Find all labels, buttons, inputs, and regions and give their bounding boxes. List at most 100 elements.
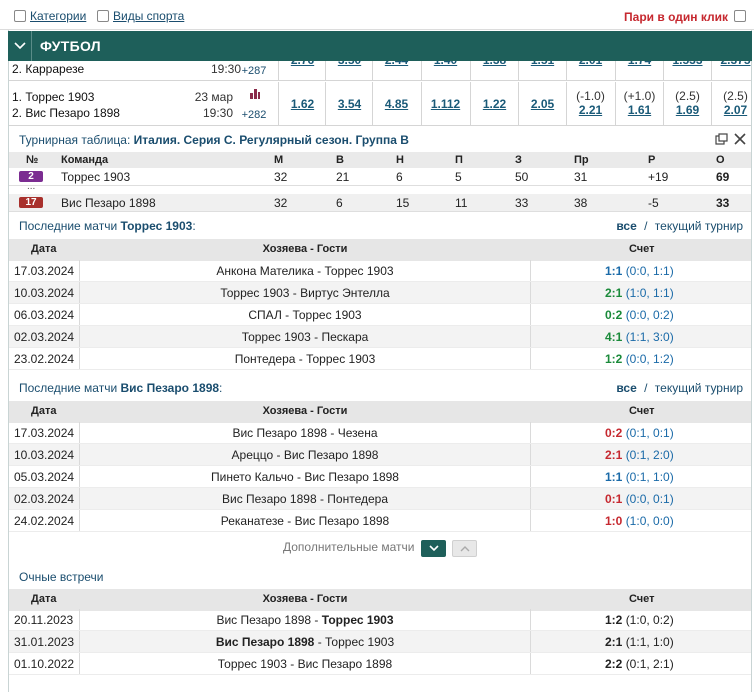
categories-filter[interactable]: Категории <box>14 9 86 23</box>
popout-icon[interactable] <box>715 133 728 145</box>
h2h-row[interactable]: 01.10.2022 Торрес 1903 - Вис Пезаро 1898 2… <box>9 653 751 675</box>
match-score: 2:1 <box>605 635 623 649</box>
odds-value[interactable]: 3.50 <box>338 61 361 67</box>
odds-cell[interactable]: (2.5) 2.07 <box>712 90 754 118</box>
match-row[interactable]: 17.03.2024 Анкона Мателика - Торрес 1903 1… <box>9 260 751 282</box>
odds-value[interactable]: 1.112 <box>430 97 461 111</box>
odds-cell[interactable]: 1.112 <box>422 97 469 111</box>
stat-gf: 50 <box>515 169 529 184</box>
expand-more-button[interactable] <box>421 540 446 557</box>
odds-value[interactable]: 1.61 <box>627 103 652 117</box>
odds-cell[interactable]: 2.375 <box>712 61 751 67</box>
match-row[interactable]: 05.03.2024 Пинето Кальчо - Вис Пезаро 189… <box>9 466 751 488</box>
more-markets-link[interactable]: +282 <box>241 109 267 121</box>
one-click-label[interactable]: Пари в один клик <box>624 10 728 24</box>
match-row[interactable]: 23.02.2024 Понтедера - Торрес 1903 1:2 (0:… <box>9 348 751 370</box>
column-divider <box>79 326 80 347</box>
match-teams: Вис Пезаро 1898 - Чезена <box>232 426 378 440</box>
match-row[interactable]: 02.03.2024 Вис Пезаро 1898 - Понтедера 0:1… <box>9 488 751 510</box>
filter-current-link[interactable]: текущий турнир <box>654 219 743 233</box>
odds-value[interactable]: 2.375 <box>720 61 750 67</box>
odds-cell[interactable]: 2.05 <box>519 97 566 111</box>
odds-value[interactable]: 1.74 <box>628 61 651 67</box>
stat-diff: -5 <box>648 195 659 210</box>
odds-value[interactable]: 1.69 <box>675 103 700 117</box>
odds-cell[interactable]: 2.01 <box>567 61 614 67</box>
match-score-cell: 2:2 (0:1, 2:1) <box>605 657 674 671</box>
h2h-row[interactable]: 20.11.2023 Вис Пезаро 1898 - Торрес 1903 1… <box>9 609 751 631</box>
statistics-icon[interactable] <box>249 88 261 100</box>
categories-checkbox[interactable] <box>14 10 26 22</box>
collapse-button[interactable] <box>452 540 477 557</box>
odds-separator <box>663 82 664 125</box>
h2h-row[interactable]: 31.01.2023 Вис Пезаро 1898 - Торрес 1903 2… <box>9 631 751 653</box>
odds-cell[interactable]: 1.533 <box>664 61 711 67</box>
odds-value[interactable]: 2.21 <box>578 103 603 117</box>
col-match: Хозяева - Гости <box>262 593 348 605</box>
odds-cell[interactable]: 1.62 <box>279 97 326 111</box>
standings-row: 2 Торрес 1903 32 21 6 5 50 31 +19 69 <box>9 168 751 186</box>
odds-separator <box>278 82 279 125</box>
match-teams: Торрес 1903 - Пескара <box>241 330 369 344</box>
col-team: Команда <box>61 154 109 166</box>
odds-value[interactable]: 1.51 <box>531 61 554 67</box>
match-score-cell: 1:2 (0:0, 1:2) <box>605 352 674 366</box>
one-click-checkbox[interactable] <box>734 10 746 22</box>
odds-value[interactable]: 2.76 <box>291 61 314 67</box>
match-row[interactable]: 10.03.2024 Ареццо - Вис Пезаро 1898 2:1 (0… <box>9 444 751 466</box>
standings-row: 17 Вис Пезаро 1898 32 6 15 11 33 38 -5 33 <box>9 194 751 212</box>
match-row[interactable]: 10.03.2024 Торрес 1903 - Виртус Энтелла 2:… <box>9 282 751 304</box>
odds-value[interactable]: 3.54 <box>337 97 362 111</box>
odds-cell[interactable]: 1.22 <box>471 97 518 111</box>
column-divider <box>79 444 80 465</box>
filter-current-link[interactable]: текущий турнир <box>654 381 743 395</box>
odds-cell[interactable]: 4.85 <box>373 97 420 111</box>
odds-separator <box>325 82 326 125</box>
match-date: 17.03.2024 <box>14 264 75 278</box>
col-date: Дата <box>31 243 57 255</box>
match-score: 0:1 <box>605 492 623 506</box>
match-row[interactable]: 17.03.2024 Вис Пезаро 1898 - Чезена 0:2 (0… <box>9 422 751 444</box>
odds-cell[interactable]: 1.74 <box>616 61 663 67</box>
filter-all-link[interactable]: все <box>616 219 637 233</box>
stat-d: 15 <box>396 195 410 210</box>
match-date: 10.03.2024 <box>14 448 75 462</box>
more-markets-link[interactable]: +287 <box>241 65 267 77</box>
odds-cell[interactable]: 3.50 <box>326 61 373 67</box>
odds-value[interactable]: 1.38 <box>483 61 506 67</box>
odds-cell[interactable]: (-1.0) 2.21 <box>567 90 614 118</box>
odds-value[interactable]: 2.05 <box>530 97 555 111</box>
odds-value[interactable]: 4.85 <box>384 97 409 111</box>
odds-cell[interactable]: 2.44 <box>373 61 420 67</box>
odds-cell[interactable]: 3.54 <box>326 97 373 111</box>
odds-cell[interactable]: 2.76 <box>279 61 326 67</box>
sports-filter[interactable]: Виды спорта <box>97 9 184 23</box>
event-date: 23 мар <box>194 90 233 104</box>
match-row[interactable]: 02.03.2024 Торрес 1903 - Пескара 4:1 (1:1,… <box>9 326 751 348</box>
odds-cell[interactable]: (+1.0) 1.61 <box>616 90 663 118</box>
odds-value[interactable]: 1.40 <box>434 61 457 67</box>
odds-value[interactable]: 2.44 <box>385 61 408 67</box>
odds-cell[interactable]: 1.38 <box>471 61 518 67</box>
chevron-down-icon[interactable] <box>8 31 32 61</box>
odds-cell[interactable]: (2.5) 1.69 <box>664 90 711 118</box>
odds-value[interactable]: 1.62 <box>290 97 315 111</box>
match-score-cell: 0:1 (0:0, 0:1) <box>605 492 674 506</box>
odds-value[interactable]: 2.07 <box>723 103 748 117</box>
sport-header[interactable]: ФУТБОЛ <box>8 31 752 61</box>
close-icon[interactable] <box>734 133 746 145</box>
filter-all-link[interactable]: все <box>616 381 637 395</box>
match-row[interactable]: 06.03.2024 СПАЛ - Торрес 1903 0:2 (0:0, 0:… <box>9 304 751 326</box>
filter-bar: Категории Виды спорта Пари в один клик <box>0 0 754 30</box>
half-time-score: (1:1, 1:0) <box>625 635 674 649</box>
odds-value[interactable]: 1.22 <box>482 97 507 111</box>
sports-checkbox[interactable] <box>97 10 109 22</box>
odds-value[interactable]: 2.01 <box>579 61 602 67</box>
match-row[interactable]: 24.02.2024 Реканатезе - Вис Пезаро 1898 1:… <box>9 510 751 532</box>
odds-cell[interactable]: 1.51 <box>519 61 566 67</box>
column-divider <box>79 653 80 674</box>
sports-label[interactable]: Виды спорта <box>113 9 185 23</box>
odds-cell[interactable]: 1.40 <box>422 61 469 67</box>
categories-label[interactable]: Категории <box>30 9 87 23</box>
odds-value[interactable]: 1.533 <box>672 61 702 67</box>
